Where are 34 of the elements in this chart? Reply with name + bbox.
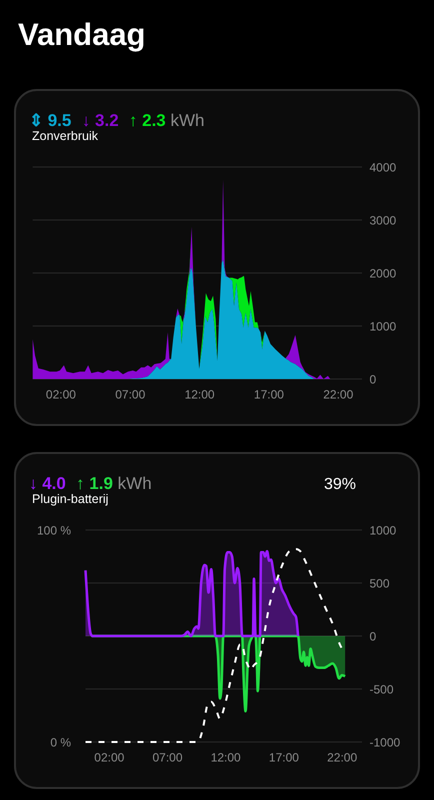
y-tick-label: 1000 — [370, 524, 397, 538]
text: ↓ 3.2 — [82, 111, 119, 130]
x-tick-label: 17:00 — [254, 388, 284, 402]
y-tick-label: 2000 — [370, 266, 397, 280]
x-tick-label: 02:00 — [94, 750, 125, 764]
y-tick-label: -1000 — [370, 736, 401, 750]
text: kWh — [170, 111, 205, 130]
y-tick-label: 500 — [370, 576, 390, 590]
text: ↓ 4.0 — [29, 474, 66, 493]
y-tick-label: -500 — [370, 682, 394, 696]
x-tick-label: 12:00 — [210, 750, 242, 764]
y-tick-label: 0 — [370, 630, 376, 644]
text: kWh — [118, 474, 152, 493]
x-tick-label: 22:00 — [327, 750, 358, 764]
text: Vandaag — [18, 17, 146, 52]
x-tick-label: 12:00 — [184, 388, 215, 402]
y-tick-label: 1000 — [370, 320, 397, 334]
y-tick-label: 0 — [370, 372, 376, 386]
x-tick-label: 17:00 — [268, 750, 300, 764]
y-tick-label: 3000 — [370, 214, 397, 228]
line-series — [84, 548, 344, 743]
x-tick-label: 07:00 — [115, 388, 146, 402]
y2-tick-label: 100 % — [36, 524, 72, 538]
x-tick-label: 07:00 — [152, 750, 183, 764]
text: ⇕ 9.5 — [29, 111, 72, 130]
text: 39% — [324, 476, 356, 493]
text: ↑ 1.9 — [76, 474, 113, 493]
text: ↑ 2.3 — [128, 111, 166, 130]
chart-title: Zonverbruik — [32, 129, 99, 143]
x-tick-label: 02:00 — [46, 388, 76, 402]
chart-title: Plugin-batterij — [32, 492, 108, 506]
x-tick-label: 22:00 — [323, 388, 354, 402]
y2-tick-label: 0 % — [50, 736, 72, 750]
y-tick-label: 4000 — [370, 160, 397, 174]
